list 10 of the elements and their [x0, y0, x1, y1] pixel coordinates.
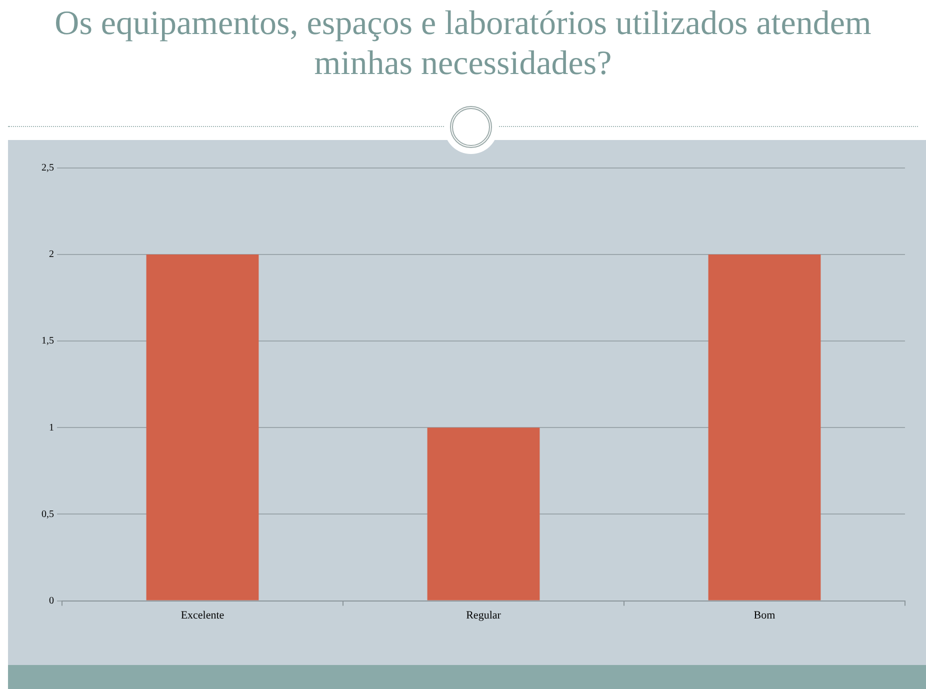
x-tick-label: Excelente: [180, 609, 224, 622]
y-tick-label: 1: [49, 422, 54, 434]
y-tick-label: 2,5: [42, 162, 54, 174]
y-tick-label: 0: [49, 595, 54, 606]
x-tick-label: Regular: [466, 609, 502, 622]
y-tick-label: 0,5: [42, 508, 54, 520]
x-tick-label: Bom: [754, 609, 776, 622]
y-tick-label: 2: [49, 249, 54, 260]
chart-title: Os equipamentos, espaços e laboratórios utilizados atendem minhas necessidades?: [54, 4, 872, 84]
y-tick-label: 1,5: [42, 336, 54, 347]
